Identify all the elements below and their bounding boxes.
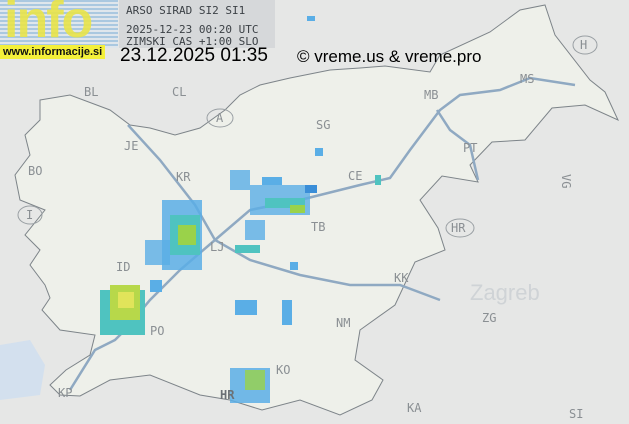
header-line3: ZIMSKI CAS +1:00 SLO — [126, 35, 259, 48]
header-line1: ARSO SIRAD SI2 SI1 — [126, 4, 246, 17]
label-sg: SG — [316, 118, 330, 132]
info-logo: info — [0, 0, 118, 49]
copyright: © vreme.us & vreme.pro — [297, 47, 482, 66]
label-lj: LJ — [210, 240, 224, 254]
logo-url[interactable]: www.informacije.si — [0, 45, 106, 59]
label-ko: KO — [276, 363, 290, 377]
label-je: JE — [124, 139, 138, 153]
label-bl: BL — [84, 85, 98, 99]
label-id: ID — [116, 260, 130, 274]
label-mb: MB — [424, 88, 438, 102]
logo-text: info — [4, 0, 93, 49]
label-vg: VG — [559, 174, 573, 188]
radar-header: ARSO SIRAD SI2 SI1 2025-12-23 00:20 UTC … — [119, 0, 275, 48]
label-cl: CL — [172, 85, 186, 99]
label-po: PO — [150, 324, 164, 338]
slovenia-land — [14, 4, 620, 416]
header-line2: 2025-12-23 00:20 UTC — [126, 23, 259, 36]
label-kr: KR — [176, 170, 191, 184]
label-bo: BO — [28, 164, 42, 178]
label-nm: NM — [336, 316, 350, 330]
label-zg: ZG — [482, 311, 496, 325]
label-hungary: H — [580, 38, 587, 52]
label-pt: PT — [463, 141, 477, 155]
label-ms: MS — [520, 72, 534, 86]
radar-echoes — [100, 16, 381, 403]
label-kp: KP — [58, 386, 72, 400]
label-croatia: HR — [451, 221, 466, 235]
label-austria: A — [216, 111, 224, 125]
label-ce: CE — [348, 169, 362, 183]
label-zagreb: Zagreb — [470, 280, 540, 305]
label-il: HR — [220, 388, 235, 402]
label-si: SI — [569, 407, 583, 421]
adriatic-sea — [0, 340, 45, 400]
local-timestamp: 23.12.2025 01:35 — [120, 45, 268, 66]
label-ka: KA — [407, 401, 422, 415]
label-tb: TB — [311, 220, 325, 234]
label-kk: KK — [394, 271, 409, 285]
label-italy: I — [26, 208, 33, 222]
place-labels: BL CL A JE BO I KR LJ ID PO KP HR KO NM … — [17, 35, 598, 421]
